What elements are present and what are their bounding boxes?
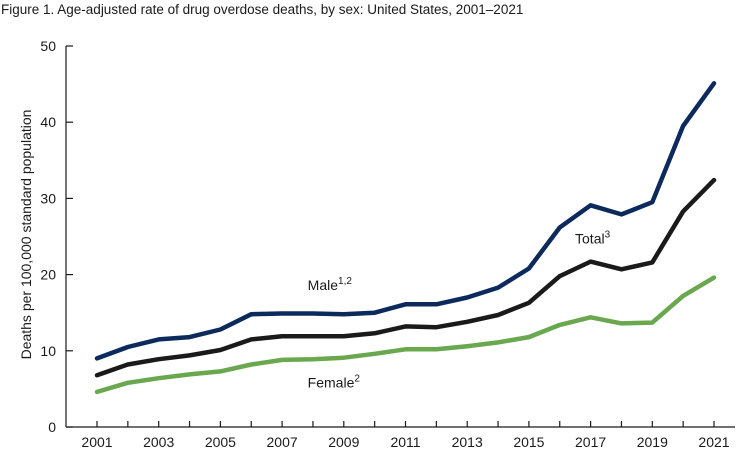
- x-tick-label: 2017: [575, 434, 606, 450]
- x-tick-label: 2021: [698, 434, 729, 450]
- series-label-superscript: 1,2: [338, 276, 352, 287]
- x-tick-label: 2003: [143, 434, 174, 450]
- x-tick-label: 2019: [637, 434, 668, 450]
- series-label-text: Male: [308, 277, 339, 293]
- y-tick-label: 40: [40, 114, 56, 130]
- x-tick-label: 2015: [513, 434, 544, 450]
- series-label-female: Female2: [308, 374, 361, 391]
- series-line-total: [94, 177, 717, 378]
- y-axis-title: Deaths per 100,000 standard population: [18, 110, 34, 360]
- series-label-total: Total3: [575, 230, 611, 247]
- y-tick-label: 20: [40, 267, 56, 283]
- y-tick-label: 30: [40, 190, 56, 206]
- x-tick-label: 2007: [267, 434, 298, 450]
- figure-title: Figure 1. Age-adjusted rate of drug over…: [1, 2, 524, 17]
- x-tick-label: 2009: [328, 434, 359, 450]
- x-tick-label: 2005: [205, 434, 236, 450]
- y-tick-label: 0: [48, 419, 56, 435]
- x-tick-label: 2011: [390, 434, 420, 450]
- series-line-female: [94, 275, 717, 395]
- x-tick-label: 2001: [81, 434, 112, 450]
- series-line-male: [94, 81, 717, 361]
- series-label-superscript: 2: [354, 374, 360, 385]
- x-tick-label: 2013: [452, 434, 483, 450]
- series-label-male: Male1,2: [308, 276, 353, 293]
- y-tick-label: 50: [40, 38, 56, 54]
- y-tick-label: 10: [40, 343, 56, 359]
- series-label-text: Total: [575, 231, 605, 247]
- series-label-text: Female: [308, 375, 355, 391]
- series-label-superscript: 3: [605, 230, 611, 241]
